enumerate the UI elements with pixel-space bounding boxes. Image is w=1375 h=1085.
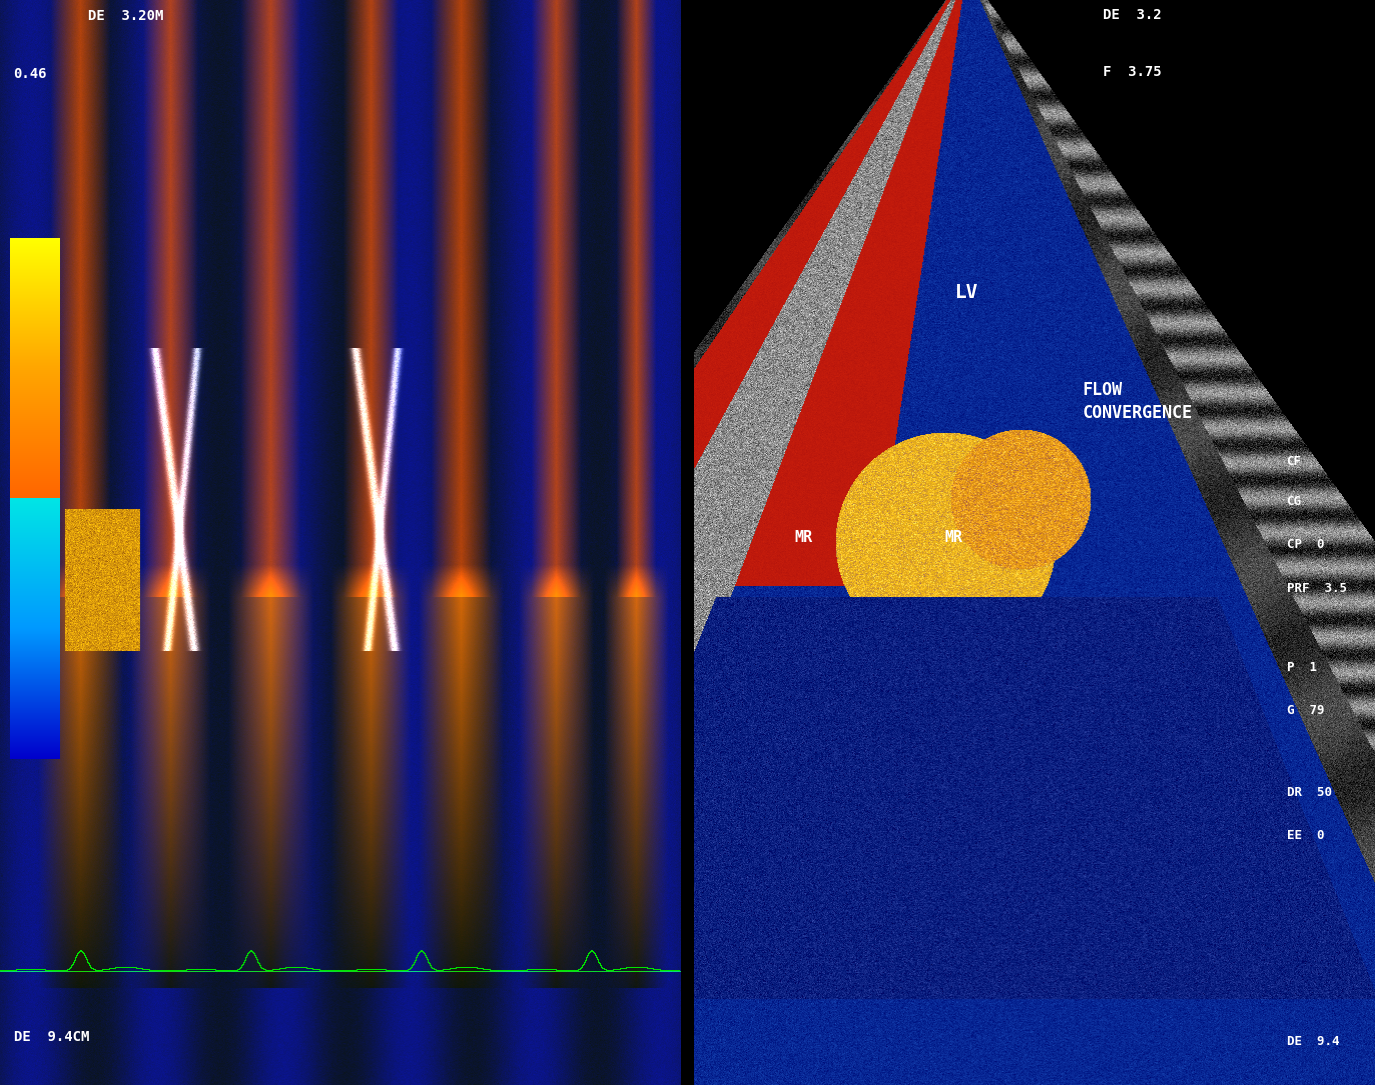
- Text: F  3.75: F 3.75: [1103, 65, 1162, 79]
- Text: FLOW
CONVERGENCE: FLOW CONVERGENCE: [1082, 381, 1192, 422]
- Text: DE  9.4: DE 9.4: [1287, 1035, 1339, 1048]
- Text: MR: MR: [943, 529, 962, 545]
- Text: PRF  3.5: PRF 3.5: [1287, 582, 1346, 595]
- Text: MR: MR: [795, 529, 813, 545]
- Text: CF: CF: [1287, 455, 1302, 468]
- Text: 0.46: 0.46: [14, 67, 47, 81]
- Text: DR  50: DR 50: [1287, 786, 1331, 799]
- Text: DE  3.20M: DE 3.20M: [88, 9, 164, 23]
- Text: P  1: P 1: [1287, 661, 1316, 674]
- Text: CG: CG: [1287, 495, 1302, 508]
- Text: G  79: G 79: [1287, 704, 1324, 717]
- Text: CP  0: CP 0: [1287, 538, 1324, 551]
- Text: EE  0: EE 0: [1287, 829, 1324, 842]
- Text: LV: LV: [954, 283, 979, 303]
- Text: DE  9.4CM: DE 9.4CM: [14, 1030, 89, 1044]
- Text: DE  3.2: DE 3.2: [1103, 8, 1162, 22]
